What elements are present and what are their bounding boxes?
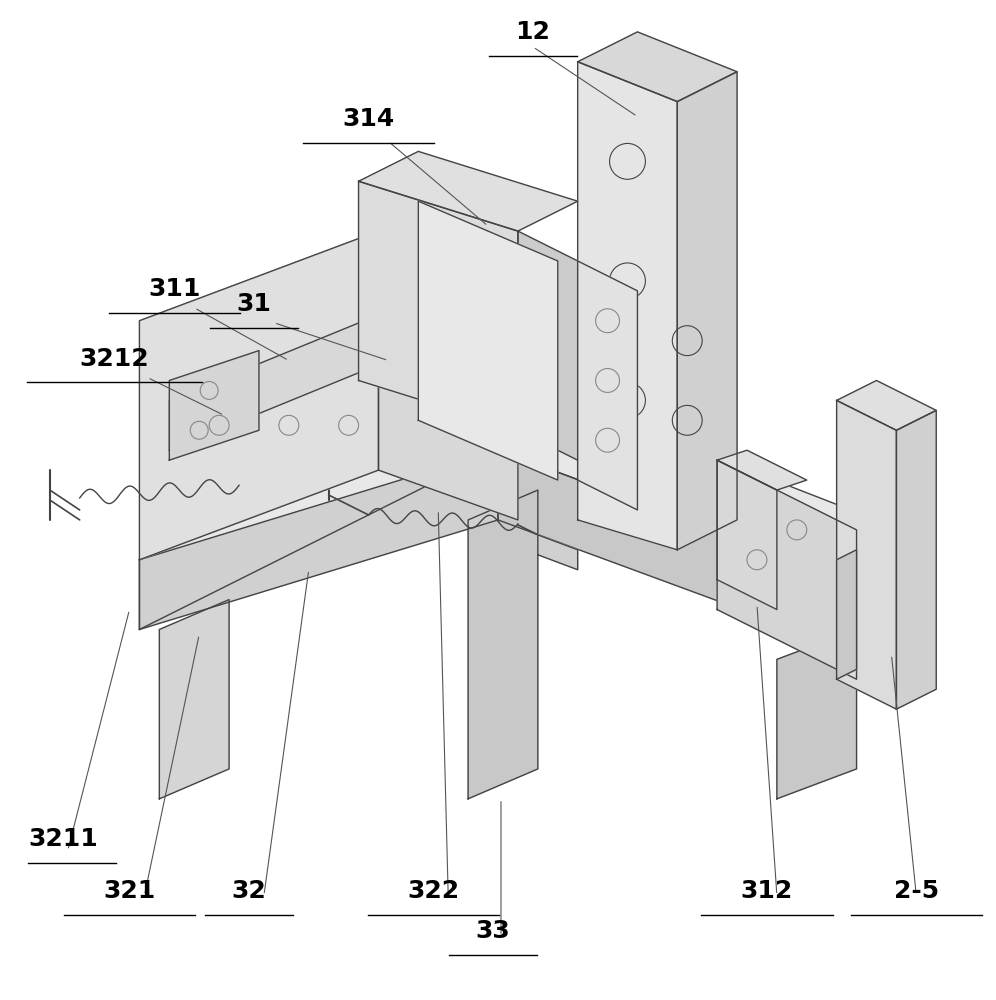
Text: 2-5: 2-5	[893, 879, 939, 903]
Polygon shape	[837, 380, 936, 430]
Polygon shape	[468, 490, 538, 799]
Text: 322: 322	[407, 879, 459, 903]
Polygon shape	[837, 550, 857, 679]
Polygon shape	[837, 400, 896, 709]
Polygon shape	[378, 231, 518, 520]
Text: 32: 32	[232, 879, 266, 903]
Text: 3212: 3212	[80, 347, 149, 371]
Text: 3211: 3211	[28, 827, 98, 851]
Text: 312: 312	[741, 879, 793, 903]
Text: 314: 314	[343, 107, 394, 131]
Polygon shape	[159, 600, 229, 799]
Polygon shape	[538, 535, 578, 570]
Polygon shape	[896, 410, 936, 709]
Polygon shape	[139, 380, 876, 629]
Text: 321: 321	[104, 879, 155, 903]
Text: 311: 311	[148, 277, 200, 301]
Text: 33: 33	[476, 919, 510, 943]
Polygon shape	[518, 231, 578, 460]
Polygon shape	[578, 32, 737, 102]
Text: 12: 12	[515, 20, 551, 44]
Polygon shape	[169, 311, 388, 450]
Polygon shape	[359, 151, 578, 231]
Polygon shape	[717, 460, 857, 679]
Polygon shape	[498, 450, 876, 659]
Polygon shape	[717, 460, 777, 610]
Polygon shape	[359, 181, 518, 430]
Polygon shape	[169, 351, 259, 460]
Polygon shape	[578, 261, 637, 510]
Polygon shape	[717, 450, 807, 490]
Polygon shape	[777, 629, 857, 799]
Polygon shape	[578, 62, 677, 550]
Text: 31: 31	[236, 292, 272, 316]
Polygon shape	[139, 231, 378, 560]
Polygon shape	[677, 72, 737, 550]
Polygon shape	[418, 201, 558, 480]
Polygon shape	[139, 450, 498, 629]
